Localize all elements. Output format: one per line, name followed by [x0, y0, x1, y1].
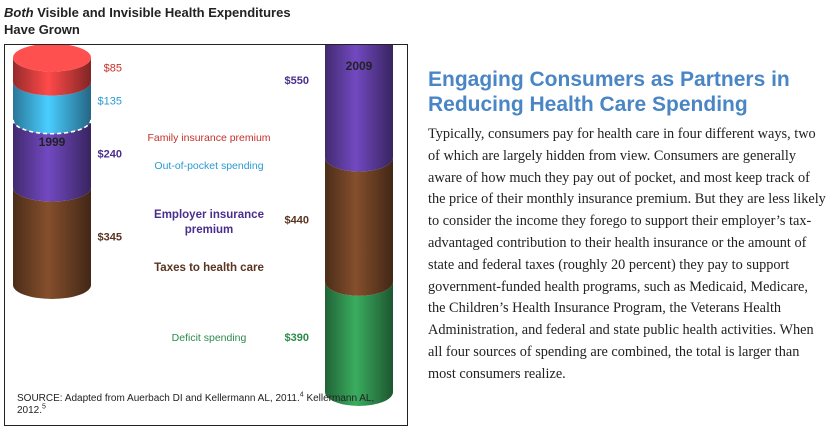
figure-panel: 1999$345$240$135$852009$390$440$550$235$…	[4, 44, 408, 426]
source-ref-2: 5	[42, 403, 46, 411]
figure-title-emphasis: Both	[4, 5, 34, 20]
cylinder-2009	[325, 45, 393, 406]
segment-out-of-pocket-spending-1999	[13, 81, 91, 134]
category-label-employer-insurance-premium: Employer insurance	[154, 209, 264, 221]
segment-employer-insurance-premium-2009	[325, 45, 393, 172]
category-label-employer-insurance-premium: premium	[185, 224, 234, 236]
stacked-cylinder-chart: 1999$345$240$135$852009$390$440$550$235$…	[12, 45, 393, 406]
value-label-taxes-to-health-care-1999: $345	[98, 231, 122, 243]
value-label-employer-insurance-premium-2009: $550	[285, 75, 309, 87]
figure-title-line2: Have Grown	[4, 22, 80, 37]
segment-family-insurance-premium-1999	[13, 57, 91, 96]
article-body: Typically, consumers pay for health care…	[428, 126, 826, 382]
figure-title-rest: Visible and Invisible Health Expenditure…	[33, 5, 291, 20]
segment-deficit-spending-2009	[325, 281, 393, 406]
category-label-out-of-pocket-spending: Out-of-pocket spending	[154, 160, 263, 172]
segment-taxes-to-health-care-2009	[325, 157, 393, 296]
cylinder-1999	[12, 45, 92, 299]
cylinder-top-1999	[13, 45, 91, 72]
source-text-2: Kellermann AL, 2012.	[17, 393, 375, 416]
category-label-family-insurance-premium: Family insurance premium	[147, 132, 270, 144]
source-ref-1: 4	[299, 391, 304, 399]
hidden-cost-divider-1999	[12, 119, 92, 135]
segment-taxes-to-health-care-1999	[13, 187, 91, 299]
value-label-employer-insurance-premium-1999: $240	[98, 149, 122, 161]
article-heading: Engaging Consumers as Partners in Reduci…	[428, 68, 790, 116]
value-label-deficit-spending-2009: $390	[285, 332, 309, 344]
value-label-taxes-to-health-care-2009: $440	[285, 215, 309, 227]
value-label-out-of-pocket-spending-1999: $135	[98, 96, 122, 108]
source-text-1: SOURCE: Adapted from Auerbach DI and Kel…	[17, 393, 300, 404]
value-label-family-insurance-premium-1999: $85	[104, 63, 122, 75]
year-label-2009: 2009	[346, 59, 373, 73]
year-label-1999: 1999	[39, 135, 66, 149]
segment-employer-insurance-premium-1999	[13, 119, 91, 202]
source-note: SOURCE: Adapted from Auerbach DI and Kel…	[17, 391, 397, 417]
category-label-deficit-spending: Deficit spending	[172, 332, 247, 344]
figure-title: Both Visible and Invisible Health Expend…	[4, 4, 291, 38]
category-label-taxes-to-health-care: Taxes to health care	[154, 262, 264, 274]
